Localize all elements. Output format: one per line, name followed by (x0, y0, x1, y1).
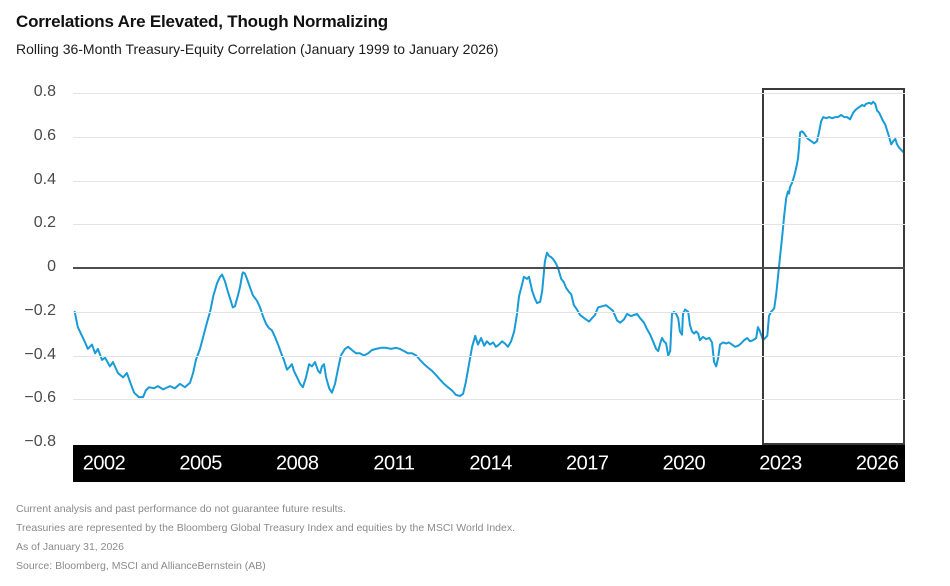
y-axis-label: −0.6 (24, 389, 56, 407)
gridline (73, 136, 905, 138)
y-axis-label: −0.8 (24, 433, 56, 450)
x-axis-label: 2026 (855, 452, 899, 474)
chart-subtitle: Rolling 36-Month Treasury-Equity Correla… (16, 41, 499, 57)
footnote-as-of-date: As of January 31, 2026 (16, 541, 124, 553)
x-axis-label: 2023 (759, 452, 802, 474)
x-axis-label: 2017 (565, 452, 609, 474)
y-axis-label: −0.2 (24, 301, 56, 319)
x-axis-label: 2011 (373, 452, 415, 474)
x-axis-label: 2008 (276, 452, 319, 474)
x-axis-label: 2020 (662, 452, 706, 474)
footnote-indices: Treasuries are represented by the Bloomb… (16, 522, 516, 534)
gridline (73, 224, 905, 226)
x-axis-label: 2005 (179, 452, 222, 474)
correlation-line (73, 100, 905, 399)
y-axis-label: 0.6 (33, 126, 56, 144)
footnote-disclaimer: Current analysis and past performance do… (16, 503, 346, 515)
y-axis-label: 0.2 (33, 214, 56, 232)
gridline (73, 355, 905, 357)
y-axis-label: −0.4 (24, 345, 56, 363)
highlight-box (762, 88, 905, 445)
plot-area (73, 100, 905, 399)
chart-title: Correlations Are Elevated, Though Normal… (16, 12, 388, 31)
x-axis-label: 2002 (82, 452, 126, 474)
gridline (73, 93, 905, 94)
x-axis-band: 2002 2005 2008 2011 2014 2017 2020 2023 2026 (73, 445, 905, 482)
x-axis-label: 2014 (469, 452, 512, 474)
y-axis-label: 0.8 (33, 83, 56, 100)
y-axis-label: 0 (47, 258, 56, 275)
gridline (73, 311, 905, 313)
footnote-source: Source: Bloomberg, MSCI and AllianceBern… (16, 560, 266, 572)
y-axis-label: 0.4 (33, 170, 56, 188)
zero-line (73, 267, 905, 269)
gridline (73, 180, 905, 182)
gridline (73, 399, 905, 401)
